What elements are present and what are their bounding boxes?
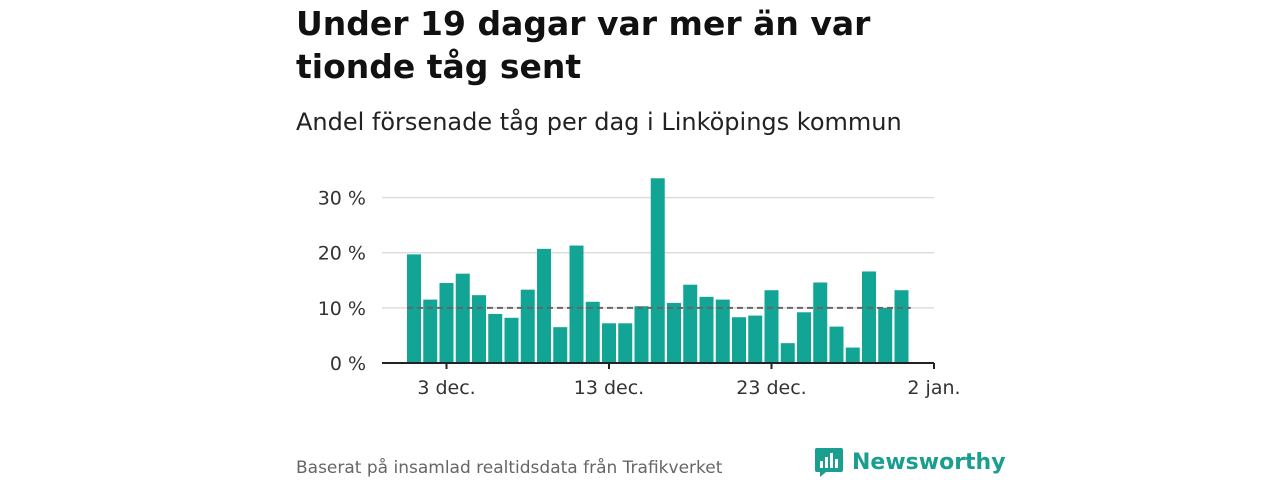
axes: 0 % 10 % 20 % 30 % 3 dec. 13 dec. 23 dec. 2 jan… (318, 188, 961, 399)
bar (845, 347, 860, 363)
bar (439, 283, 454, 363)
bar (732, 317, 746, 363)
bar (634, 306, 649, 363)
bar (407, 254, 421, 363)
bar (894, 290, 909, 363)
bar (780, 343, 795, 363)
source-note: Baserat på insamlad realtidsdata från Tr… (296, 458, 723, 478)
bar-chart: 0 % 10 % 20 % 30 % 3 dec. 13 dec. 23 dec. 2 jan… (318, 178, 961, 399)
x-tick-label: 2 jan. (907, 377, 960, 399)
bar (585, 301, 600, 363)
bars (407, 178, 909, 363)
bar (650, 178, 665, 363)
y-tick-label: 10 % (318, 298, 366, 320)
bar (683, 284, 698, 363)
bar (537, 248, 551, 363)
bar (472, 295, 486, 363)
bar (715, 299, 730, 363)
bar (878, 307, 893, 363)
chart-subtitle: Andel försenade tåg per dag i Linköpings… (296, 108, 902, 136)
bar (862, 271, 876, 363)
bar (602, 323, 616, 363)
x-tick-label: 23 dec. (736, 377, 806, 399)
bar (504, 317, 519, 363)
brand-name: Newsworthy (852, 449, 1006, 475)
y-tick-label: 20 % (318, 243, 366, 265)
bar (618, 323, 633, 363)
bar (797, 312, 811, 363)
chart-title: Under 19 dagar var mer än var tionde tåg… (296, 4, 871, 86)
bar (520, 289, 535, 363)
bar (829, 326, 844, 363)
bar (569, 245, 584, 363)
y-tick-label: 30 % (318, 188, 366, 210)
bar (553, 327, 568, 363)
x-tick-label: 13 dec. (574, 377, 644, 399)
bar (699, 296, 714, 363)
bar (748, 315, 763, 363)
bar (813, 282, 828, 363)
bar (423, 299, 438, 363)
bar (764, 290, 779, 363)
bar (455, 273, 470, 363)
bar (667, 302, 681, 363)
newsworthy-logo-icon (815, 448, 843, 477)
x-tick-label: 3 dec. (417, 377, 475, 399)
y-tick-label: 0 % (330, 353, 366, 375)
newsworthy-logo: Newsworthy (814, 446, 1006, 478)
bar (488, 313, 503, 363)
